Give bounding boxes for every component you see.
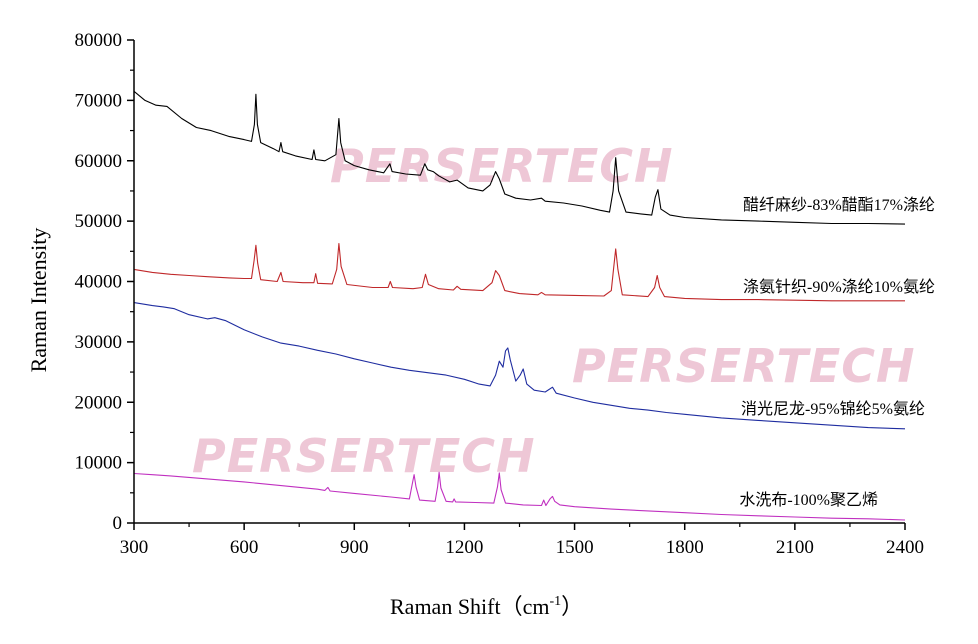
y-tick-label: 10000 — [75, 453, 123, 474]
y-tick-label: 30000 — [75, 332, 123, 353]
watermark-bottom: PERSERTECH — [192, 429, 536, 483]
x-tick-label: 2400 — [886, 537, 924, 558]
x-tick-label: 1800 — [666, 537, 704, 558]
x-tick-label: 1500 — [556, 537, 594, 558]
x-axis-title-close: ） — [561, 594, 583, 619]
y-tick-label: 0 — [113, 513, 123, 534]
series-label-polyester-spandex: 涤氨针织-90%涤纶10%氨纶 — [743, 278, 935, 296]
x-axis-title: Raman Shift（cm-1） — [390, 594, 583, 619]
series-line-3 — [133, 471, 906, 521]
series-label-acetate: 醋纤麻纱-83%醋酯17%涤纶 — [743, 196, 935, 214]
watermark-group: PERSERTECH PERSERTECH PERSERTECH — [192, 139, 916, 483]
y-tick-label: 40000 — [75, 272, 123, 293]
x-ticks: 300 600 900 1200 1500 1800 2100 2400 — [120, 523, 924, 558]
x-tick-label: 300 — [120, 537, 149, 558]
x-tick-label: 900 — [340, 537, 369, 558]
x-axis-title-superscript: -1 — [549, 594, 561, 609]
series-line-0 — [133, 90, 906, 225]
series-layer — [133, 90, 906, 521]
series-label-nylon: 消光尼龙-95%锦纶5%氨纶 — [741, 400, 925, 418]
x-tick-label: 600 — [230, 537, 259, 558]
x-tick-label: 2100 — [776, 537, 814, 558]
y-axis-title: Raman Intensity — [26, 228, 51, 373]
y-tick-label: 70000 — [75, 90, 123, 111]
y-tick-label: 20000 — [75, 392, 123, 413]
x-axis-title-main: Raman Shift（cm — [390, 594, 549, 619]
y-tick-label: 80000 — [75, 30, 123, 51]
series-label-polyethylene: 水洗布-100%聚乙烯 — [739, 491, 878, 509]
y-tick-label: 60000 — [75, 151, 123, 172]
y-ticks: 0 10000 20000 30000 40000 50000 60000 70000 8000… — [75, 30, 134, 534]
x-tick-label: 1200 — [445, 537, 483, 558]
y-tick-label: 50000 — [75, 211, 123, 232]
watermark-middle: PERSERTECH — [572, 339, 916, 393]
series-line-2 — [133, 302, 906, 430]
series-line-1 — [133, 242, 905, 302]
